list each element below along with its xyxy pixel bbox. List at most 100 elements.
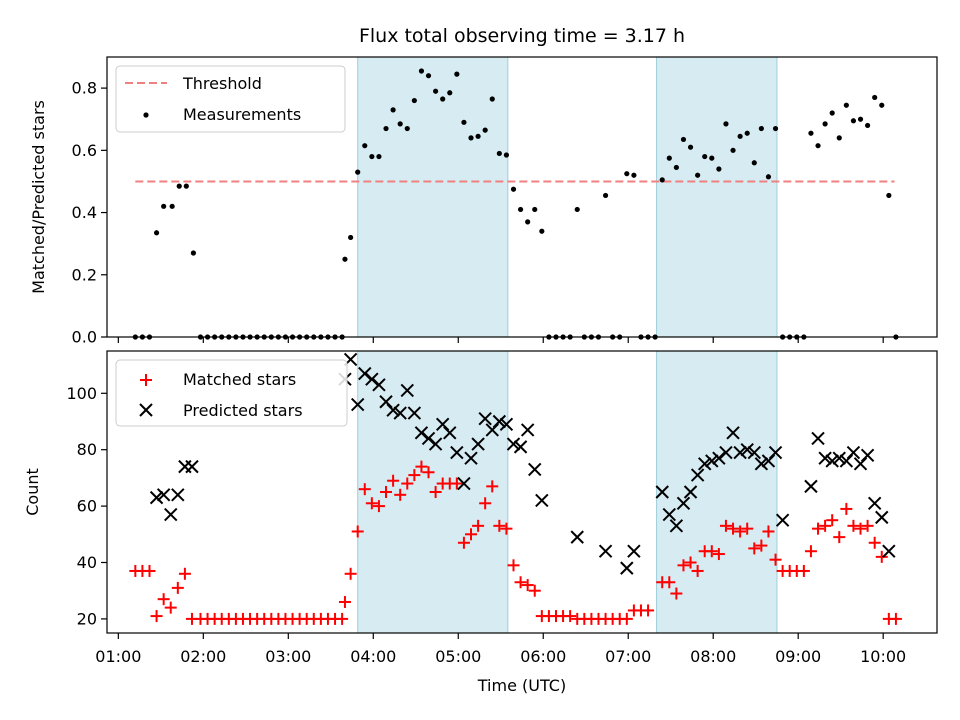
matched-stars-point-30 bbox=[338, 595, 351, 608]
predicted-stars-point-67 bbox=[875, 510, 889, 525]
p0-highlight-spans bbox=[357, 56, 778, 338]
predicted-stars-point-39 bbox=[655, 485, 669, 499]
matched-stars-point-31 bbox=[344, 567, 357, 580]
xtick-label-4: 05:00 bbox=[435, 647, 481, 666]
measurements-point-103 bbox=[857, 116, 864, 122]
measurements-point-90 bbox=[765, 174, 772, 180]
matched-stars-point-62 bbox=[564, 610, 577, 623]
matched-stars-point-96 bbox=[812, 522, 825, 535]
predicted-stars-point-19 bbox=[428, 437, 443, 451]
p1-y-axis-label: Count bbox=[23, 468, 42, 516]
predicted-stars-point-18 bbox=[421, 431, 436, 446]
matched-stars-point-38 bbox=[394, 488, 407, 501]
measurements-point-105 bbox=[872, 94, 878, 101]
measurements-point-53 bbox=[503, 152, 510, 158]
measurements-point-39 bbox=[404, 125, 410, 132]
measurements-point-36 bbox=[383, 125, 389, 132]
matched-stars-point-33 bbox=[358, 483, 371, 496]
predicted-stars-point-2 bbox=[164, 507, 178, 522]
matched-stars-point-34 bbox=[365, 497, 378, 510]
matched-stars-point-46 bbox=[450, 477, 463, 490]
matched-stars-point-78 bbox=[684, 556, 697, 569]
predicted-stars-point-55 bbox=[768, 445, 783, 460]
measurements-point-31 bbox=[348, 234, 354, 241]
p0-legend-box bbox=[115, 65, 346, 133]
measurements-point-42 bbox=[425, 73, 432, 79]
measurements-point-30 bbox=[342, 256, 348, 262]
measurements-point-57 bbox=[532, 206, 538, 213]
predicted-stars-point-32 bbox=[520, 423, 535, 437]
predicted-stars-point-43 bbox=[683, 485, 698, 499]
matched-stars-point-89 bbox=[762, 525, 775, 538]
measurements-point-84 bbox=[723, 121, 729, 127]
predicted-stars-point-36 bbox=[598, 544, 613, 558]
p0-highlight-span-0 bbox=[357, 56, 509, 338]
measurements-point-41 bbox=[418, 68, 425, 74]
measurements-point-82 bbox=[709, 155, 715, 161]
matched-stars-point-101 bbox=[847, 519, 860, 532]
predicted-stars-point-65 bbox=[860, 448, 875, 463]
p0-ytick-label-0: 0.0 bbox=[72, 328, 97, 347]
xtick-label-3: 04:00 bbox=[350, 647, 396, 666]
p1-ytick-label-1: 40 bbox=[77, 553, 97, 572]
matched-stars-point-52 bbox=[493, 519, 506, 532]
measurements-point-78 bbox=[680, 136, 687, 143]
measurements-point-43 bbox=[433, 88, 439, 94]
predicted-stars-point-10 bbox=[365, 372, 379, 386]
matched-stars-point-55 bbox=[514, 576, 527, 589]
matched-stars-point-75 bbox=[663, 576, 676, 589]
p0-ytick-label-1: 0.2 bbox=[72, 265, 97, 284]
xtick-label-0: 01:00 bbox=[95, 647, 141, 666]
predicted-stars-point-0 bbox=[149, 490, 164, 505]
p0-x-ticks bbox=[117, 337, 884, 343]
p0-y-axis-label: Matched/Predicted stars bbox=[29, 100, 48, 294]
measurements-point-99 bbox=[829, 110, 835, 116]
predicted-stars-point-46 bbox=[705, 454, 719, 468]
p1-ytick-label-4: 100 bbox=[66, 384, 97, 403]
measurements-point-91 bbox=[772, 125, 779, 132]
predicted-stars-point-11 bbox=[372, 378, 386, 392]
xtick-label-2: 03:00 bbox=[265, 647, 311, 666]
matched-stars-point-88 bbox=[755, 539, 768, 552]
matched-stars-point-85 bbox=[734, 525, 747, 538]
measurements-point-106 bbox=[879, 102, 885, 108]
predicted-stars-point-16 bbox=[407, 406, 422, 420]
predicted-stars-point-66 bbox=[867, 496, 882, 510]
matched-stars-point-105 bbox=[875, 550, 888, 563]
measurements-point-7 bbox=[183, 183, 189, 189]
matched-stars-point-94 bbox=[797, 564, 810, 577]
predicted-stars-point-26 bbox=[478, 411, 492, 426]
matched-stars-point-49 bbox=[472, 519, 485, 532]
measurements-point-56 bbox=[525, 219, 531, 225]
measurements-point-101 bbox=[843, 102, 849, 108]
xtick-label-1: 02:00 bbox=[180, 647, 226, 666]
measurements-point-75 bbox=[659, 177, 665, 183]
matched-stars-point-100 bbox=[840, 502, 853, 515]
predicted-stars-point-60 bbox=[825, 454, 839, 468]
measurements-point-4 bbox=[161, 203, 167, 209]
predicted-stars-point-23 bbox=[457, 476, 471, 491]
predicted-stars-point-13 bbox=[386, 403, 400, 417]
matched-stars-point-37 bbox=[387, 474, 400, 487]
xtick-label-5: 06:00 bbox=[520, 647, 566, 666]
predicted-stars-point-5 bbox=[185, 459, 199, 474]
matched-stars-point-99 bbox=[833, 531, 846, 544]
matched-stars-point-97 bbox=[819, 519, 832, 532]
matched-stars-point-107 bbox=[889, 612, 902, 625]
matched-stars-point-4 bbox=[157, 593, 170, 606]
measurements-point-77 bbox=[673, 164, 679, 171]
predicted-stars-point-24 bbox=[464, 451, 478, 465]
predicted-stars-point-22 bbox=[450, 445, 464, 460]
predicted-stars-point-33 bbox=[528, 462, 542, 477]
matched-stars-point-95 bbox=[804, 545, 817, 558]
measurements-point-86 bbox=[737, 133, 743, 139]
top-panel: 0.00.20.40.60.8 Matched/Predicted stars … bbox=[29, 56, 938, 347]
predicted-stars-point-48 bbox=[719, 445, 733, 460]
measurements-point-6 bbox=[176, 183, 182, 189]
predicted-stars-point-3 bbox=[171, 488, 185, 502]
measurements-point-87 bbox=[744, 130, 750, 136]
matched-stars-point-87 bbox=[748, 542, 761, 555]
measurements-point-55 bbox=[517, 206, 524, 213]
predicted-stars-point-58 bbox=[811, 431, 825, 446]
